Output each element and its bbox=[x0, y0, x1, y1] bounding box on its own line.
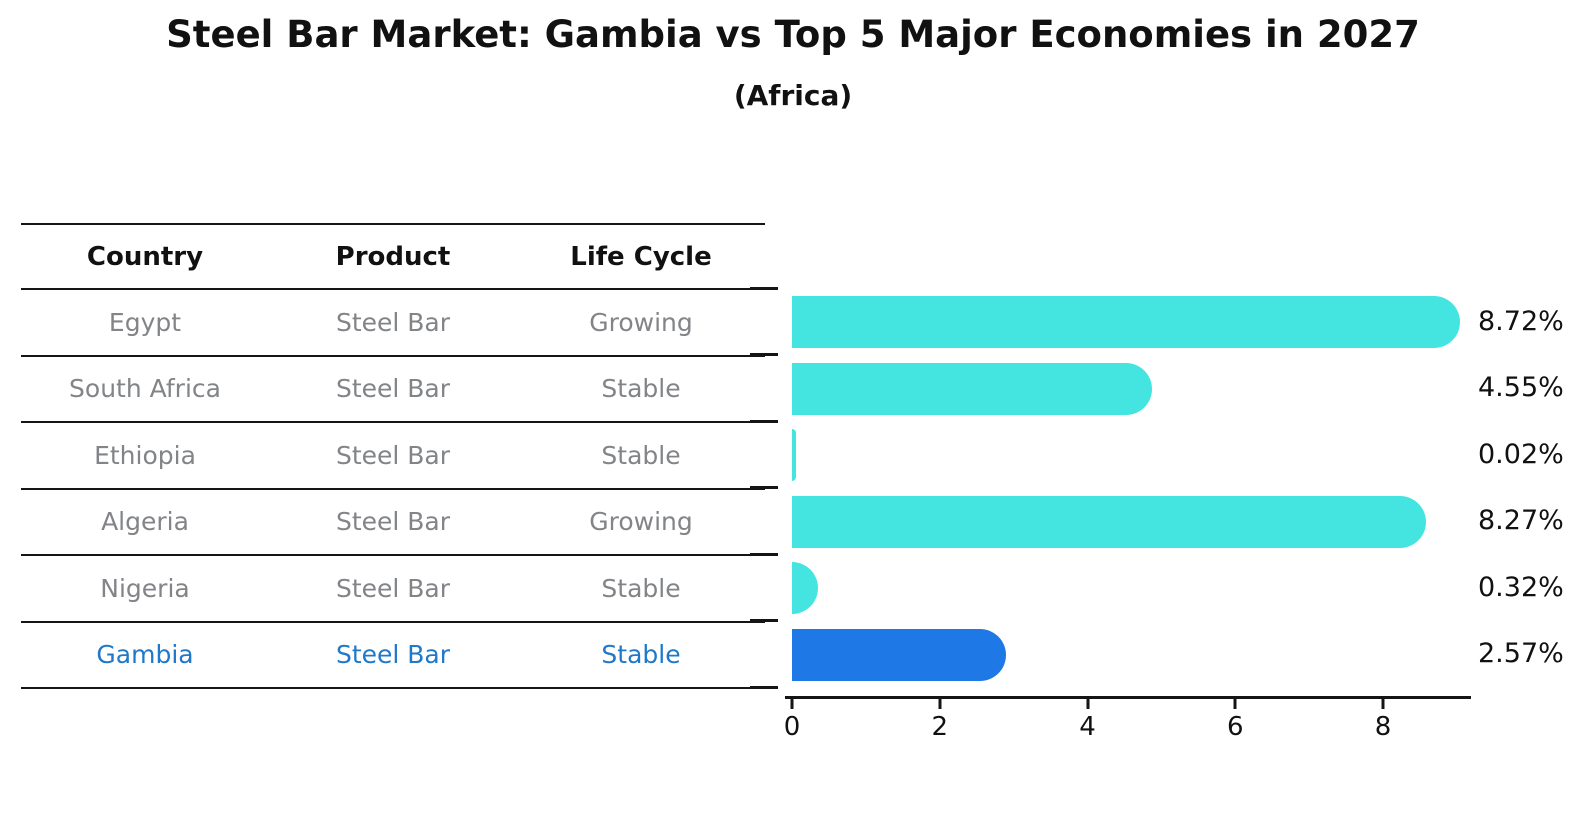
bar-gambia-highlighted bbox=[792, 628, 1006, 681]
cell-country: South Africa bbox=[69, 374, 221, 404]
table-row: Egypt Steel Bar Growing bbox=[21, 290, 765, 357]
cell-country: Gambia bbox=[96, 640, 194, 670]
cell-lifecycle: Stable bbox=[601, 573, 681, 603]
y-axis-tick bbox=[750, 552, 778, 556]
bar-value-label: 8.27% bbox=[1478, 505, 1564, 537]
cell-lifecycle: Growing bbox=[589, 507, 693, 537]
y-axis-tick bbox=[750, 619, 778, 622]
bar-value-label: 0.32% bbox=[1478, 571, 1564, 603]
table-header-product: Product bbox=[335, 241, 451, 272]
bar-chart: 8.72% 4.55% 0.02% 8.27% 0.32% 2.57% bbox=[792, 288, 1586, 687]
chart-title: Steel Bar Market: Gambia vs Top 5 Major … bbox=[166, 13, 1420, 56]
bar-egypt bbox=[792, 296, 1460, 348]
cell-product: Steel Bar bbox=[335, 307, 451, 337]
table-header-country: Country bbox=[86, 241, 204, 272]
x-axis-tick-label: 8 bbox=[1374, 712, 1392, 742]
cell-product: Steel Bar bbox=[335, 640, 451, 670]
x-axis-tick bbox=[1233, 699, 1237, 709]
bar-row: 4.55% bbox=[792, 355, 1586, 422]
bar-value-label: 4.55% bbox=[1478, 372, 1564, 404]
bar-value-label: 0.02% bbox=[1478, 438, 1564, 470]
bar-south-africa bbox=[792, 362, 1152, 415]
table-header-lifecycle: Life Cycle bbox=[570, 241, 712, 272]
y-axis-tick bbox=[750, 419, 778, 423]
cell-product: Steel Bar bbox=[335, 507, 451, 537]
bar-value-label: 2.57% bbox=[1478, 638, 1564, 670]
cell-lifecycle: Stable bbox=[601, 374, 681, 404]
cell-lifecycle: Stable bbox=[601, 640, 681, 670]
bar-row: 0.32% bbox=[792, 554, 1586, 621]
cell-country: Algeria bbox=[101, 507, 189, 537]
y-axis-tick bbox=[750, 353, 778, 356]
x-axis-tick bbox=[1086, 699, 1089, 709]
x-axis-line bbox=[785, 696, 1471, 699]
bar-row: 8.72% bbox=[792, 288, 1586, 355]
cell-lifecycle: Growing bbox=[589, 307, 693, 337]
bar-value-label: 8.72% bbox=[1478, 305, 1564, 337]
y-axis-tick bbox=[750, 286, 778, 290]
bar-row: 8.27% bbox=[792, 488, 1586, 555]
x-axis-tick-label: 6 bbox=[1227, 712, 1244, 742]
bar-algeria bbox=[792, 495, 1427, 548]
bar-ethiopia bbox=[792, 429, 796, 481]
x-axis-tick bbox=[938, 699, 942, 709]
table-row: Algeria Steel Bar Growing bbox=[21, 490, 765, 556]
x-axis-tick bbox=[1381, 699, 1385, 709]
x-axis-tick bbox=[790, 699, 794, 709]
cell-country: Egypt bbox=[108, 307, 182, 337]
y-axis-tick bbox=[750, 486, 778, 489]
x-axis-tick-label: 2 bbox=[931, 712, 949, 742]
bar-row: 2.57% bbox=[792, 621, 1586, 688]
table-row-highlighted: Gambia Steel Bar Stable bbox=[21, 623, 765, 689]
y-axis-tick bbox=[750, 685, 778, 689]
table-row: Nigeria Steel Bar Stable bbox=[21, 556, 765, 623]
country-table: Country Product Life Cycle Egypt Steel B… bbox=[21, 223, 765, 689]
x-axis-tick-label: 4 bbox=[1079, 712, 1096, 742]
cell-product: Steel Bar bbox=[335, 374, 451, 404]
cell-product: Steel Bar bbox=[335, 573, 451, 603]
cell-lifecycle: Stable bbox=[601, 440, 681, 470]
chart-subtitle: (Africa) bbox=[733, 79, 853, 112]
cell-product: Steel Bar bbox=[335, 440, 451, 470]
cell-country: Nigeria bbox=[100, 573, 190, 603]
table-row: Ethiopia Steel Bar Stable bbox=[21, 423, 765, 490]
table-row: South Africa Steel Bar Stable bbox=[21, 357, 765, 423]
bar-nigeria bbox=[792, 562, 818, 614]
cell-country: Ethiopia bbox=[94, 440, 196, 470]
x-axis-tick-label: 0 bbox=[783, 712, 801, 742]
bar-row: 0.02% bbox=[792, 421, 1586, 488]
table-header-row: Country Product Life Cycle bbox=[21, 225, 765, 290]
